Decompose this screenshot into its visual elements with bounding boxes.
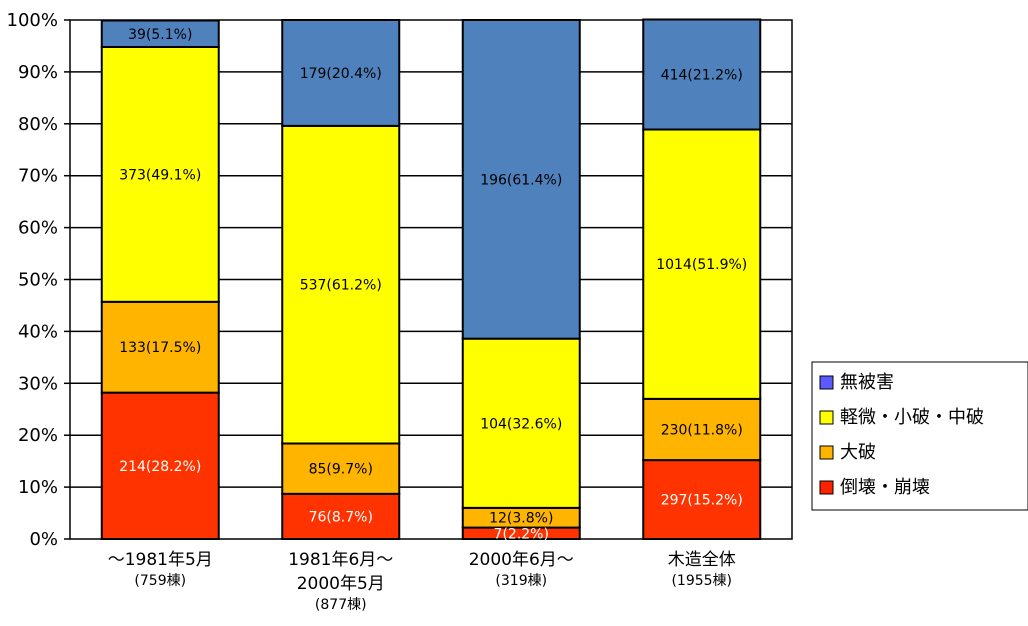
data-label: 39(5.1%): [128, 27, 192, 43]
bar-segment: [642, 459, 762, 540]
bar-segment: [100, 300, 220, 394]
data-label: 85(9.7%): [309, 462, 373, 478]
bar-segment: [281, 19, 401, 127]
bar-segment: [100, 391, 220, 540]
x-category-label: 1981年6月～: [288, 550, 393, 570]
data-label: 76(8.7%): [309, 509, 373, 525]
data-label: 7(2.2%): [494, 526, 549, 542]
legend-label: 無被害: [840, 372, 894, 393]
y-tick-label: 80%: [18, 114, 58, 135]
data-label: 214(28.2%): [119, 459, 201, 475]
x-category-count: (759棟): [134, 573, 186, 589]
data-label: 230(11.8%): [661, 422, 743, 438]
x-category-count: (319棟): [495, 573, 547, 589]
bar-segment: [461, 19, 581, 340]
legend-label: 大破: [840, 442, 876, 463]
data-label: 12(3.8%): [489, 511, 553, 527]
bars: [100, 18, 762, 540]
legend-swatch: [819, 375, 834, 390]
data-label: 414(21.2%): [661, 67, 743, 83]
y-tick-label: 70%: [18, 166, 58, 187]
y-tick-label: 20%: [18, 425, 58, 446]
data-label: 1014(51.9%): [656, 257, 747, 273]
x-category-count: (877棟): [315, 597, 367, 613]
bar-segment: [281, 442, 401, 495]
legend-swatch: [819, 445, 834, 460]
bar-segment: [642, 18, 762, 131]
y-tick-label: 10%: [18, 477, 58, 498]
y-tick-label: 40%: [18, 321, 58, 342]
data-label: 537(61.2%): [300, 278, 382, 294]
legend-swatch: [819, 410, 834, 425]
y-tick-label: 60%: [18, 218, 58, 239]
y-tick-label: 0%: [29, 529, 58, 550]
legend-label: 軽微・小破・中破: [840, 407, 984, 428]
data-label: 179(20.4%): [300, 66, 382, 82]
y-tick-label: 50%: [18, 270, 58, 291]
x-category-label: 木造全体: [668, 550, 736, 570]
legend-label: 倒壊・崩壊: [840, 477, 930, 498]
bar-segment: [642, 128, 762, 400]
data-label: 104(32.6%): [480, 416, 562, 432]
bar-segment: [281, 492, 401, 540]
bar-segment: [100, 19, 220, 48]
legend-swatch: [819, 480, 834, 495]
legend-box: [811, 361, 1028, 511]
x-category-label: 2000年5月: [297, 574, 385, 594]
y-tick-label: 100%: [7, 10, 58, 31]
axes: 0% 10% 20% 30% 40% 50% 60% 70% 80% 90% 100% ～1981年5…: [7, 10, 736, 613]
x-category-label: ～1981年5月: [108, 550, 213, 570]
x-category-label: 2000年6月～: [469, 550, 574, 570]
bar-segment: [461, 337, 581, 509]
data-label: 133(17.5%): [119, 340, 201, 356]
data-label: 297(15.2%): [661, 493, 743, 509]
y-tick-label: 90%: [18, 62, 58, 83]
x-category-count: (1955棟): [671, 573, 732, 589]
data-label: 373(49.1%): [119, 167, 201, 183]
data-label: 196(61.4%): [480, 172, 562, 188]
data-labels: 214(28.2%) 133(17.5%) 373(49.1%) 39(5.1%) 76…: [119, 27, 747, 543]
bar-segment: [642, 397, 762, 462]
bar-segment: [281, 124, 401, 445]
y-tick-label: 30%: [18, 373, 58, 394]
